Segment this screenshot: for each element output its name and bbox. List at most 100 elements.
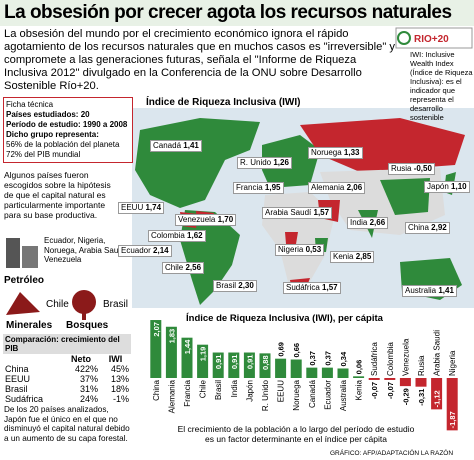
country-name: Nigeria (278, 245, 304, 254)
map-title: Índice de Riqueza Inclusiva (IWI) (146, 97, 301, 108)
title: La obsesión por crecer agota los recurso… (4, 2, 452, 23)
category-label: Australia (339, 379, 348, 411)
map-label: Alemania 2,06 (308, 182, 366, 194)
chart-title: Índice de Riqueza Inclusiva (IWI), per c… (186, 313, 383, 324)
map-label: Ecuador 2,14 (118, 245, 172, 257)
country-value: 1,62 (187, 231, 203, 240)
table-title: Comparación: crecimiento del PIB (3, 334, 131, 354)
country-name: Rusia (391, 164, 412, 173)
category-label: Alemania (167, 379, 176, 413)
bar (353, 376, 365, 378)
country-value: 2,14 (153, 246, 169, 255)
category-label: Arabia Saudí (433, 329, 442, 376)
logo-icon (397, 31, 411, 45)
category-label: Noruega (292, 379, 301, 410)
map-label: EEUU 1,74 (118, 202, 165, 214)
bar (197, 344, 209, 378)
chart-note: El crecimiento de la población a lo larg… (177, 424, 415, 444)
country-value: 1,95 (264, 183, 281, 192)
country-value: 2,30 (238, 281, 254, 290)
country-name: R. Unido (240, 158, 272, 167)
country-name: Ecuador (121, 246, 151, 255)
value-label: 1,44 (183, 339, 192, 354)
country-name: Canadá (153, 141, 182, 150)
nigeria (285, 232, 298, 244)
country-value: 1,41 (183, 141, 199, 150)
bar (384, 378, 396, 380)
ficha-line: Países estudiados: 20 (6, 110, 90, 119)
ficha-title: Ficha técnica (6, 100, 54, 109)
value-label: 0,66 (292, 343, 301, 358)
table-cell: 13% (110, 374, 129, 384)
bar (165, 326, 177, 378)
country-value: 0,53 (305, 245, 322, 254)
country-value: 2,06 (346, 183, 363, 192)
logo-box (395, 27, 473, 49)
map-label: R. Unido 1,26 (237, 157, 292, 169)
map-label: Colombia 1,62 (148, 230, 206, 242)
logo: RIO+20 (414, 34, 449, 45)
bar (181, 337, 193, 378)
ficha-line: 72% del PIB mundial (6, 150, 81, 159)
table-cell: 24% (80, 394, 99, 404)
country-name: Alemania (311, 183, 345, 192)
category-label: R. Unido (261, 379, 270, 411)
map-label: Canadá 1,41 (150, 140, 202, 152)
value-label: -1,12 (433, 390, 442, 407)
category-label: India (230, 379, 239, 397)
category-label: Venezuela (401, 338, 410, 376)
forests: Bosques (66, 320, 109, 331)
country-name: China (408, 223, 429, 232)
forests-icon (72, 290, 96, 320)
category-label: Colombia (386, 342, 395, 376)
table-cell: 422% (75, 364, 99, 374)
table-cell: -1% (112, 394, 129, 404)
map-label: Arabia Saudí 1,57 (262, 207, 333, 219)
table-cell: Sudáfrica (5, 394, 44, 404)
map-label: Francia 1,95 (233, 182, 284, 194)
country-name: Sudáfrica (286, 283, 320, 292)
intro: La obsesión del mundo por el crecimiento… (4, 28, 395, 92)
minerals-icon (6, 292, 40, 315)
iwi-note: IWI: Inclusive Wealth Index (Índice de R… (410, 50, 473, 122)
value-label: 1,19 (199, 347, 208, 362)
china (380, 178, 430, 215)
sidebar-intro: Algunos países fueron escogidos sobre la… (4, 170, 111, 220)
country-name: Australia (405, 286, 437, 295)
ficha-line: Período de estudio: 1990 a 2008 (6, 120, 128, 129)
ficha: Ficha técnica Países estudiados: 20 Perí… (3, 97, 133, 163)
ficha-line: Dicho grupo representa: (6, 130, 99, 139)
country-name: Kenia (333, 252, 354, 261)
map-label: Australia 1,41 (402, 285, 457, 297)
oil-icon (6, 238, 38, 268)
bar (321, 367, 333, 378)
category-label: Chile (199, 379, 208, 398)
category-label: Canadá (308, 379, 317, 408)
country-value: 2,92 (431, 223, 447, 232)
bar (431, 378, 443, 410)
value-label: 0,06 (355, 360, 364, 375)
category-label: Japón (245, 380, 254, 402)
bar-chart: 2,07 China 1,83 Alemania 1,44 Francia 1,19 Chil… (150, 320, 458, 431)
bar (446, 378, 458, 431)
minerals: Minerales (6, 320, 53, 331)
bar (399, 378, 411, 387)
country-value: 1,33 (343, 148, 360, 157)
country-name: Arabia Saudí (265, 208, 312, 217)
credit: GRÁFICO: AFP/ADAPTACIÓN LA RAZÓN (330, 450, 454, 457)
value-label: 0,34 (339, 351, 348, 366)
table-header: IWI (108, 354, 123, 364)
table-row: Sudáfrica 24% -1% (3, 394, 131, 404)
value-label: 0,91 (214, 355, 223, 370)
table-cell: Brasil (5, 384, 28, 394)
table-cell: 45% (110, 364, 129, 374)
country-value: 1,70 (217, 215, 234, 224)
map-label: China 2,92 (405, 222, 450, 234)
map-label: Japón 1,10 (424, 181, 470, 193)
value-label: 0,37 (323, 351, 332, 366)
country-name: India (350, 218, 368, 227)
ficha-line: 56% de la población del planeta (6, 140, 120, 149)
category-label: Rusia (417, 355, 426, 376)
table-row: EEUU 37% 13% (3, 374, 131, 384)
